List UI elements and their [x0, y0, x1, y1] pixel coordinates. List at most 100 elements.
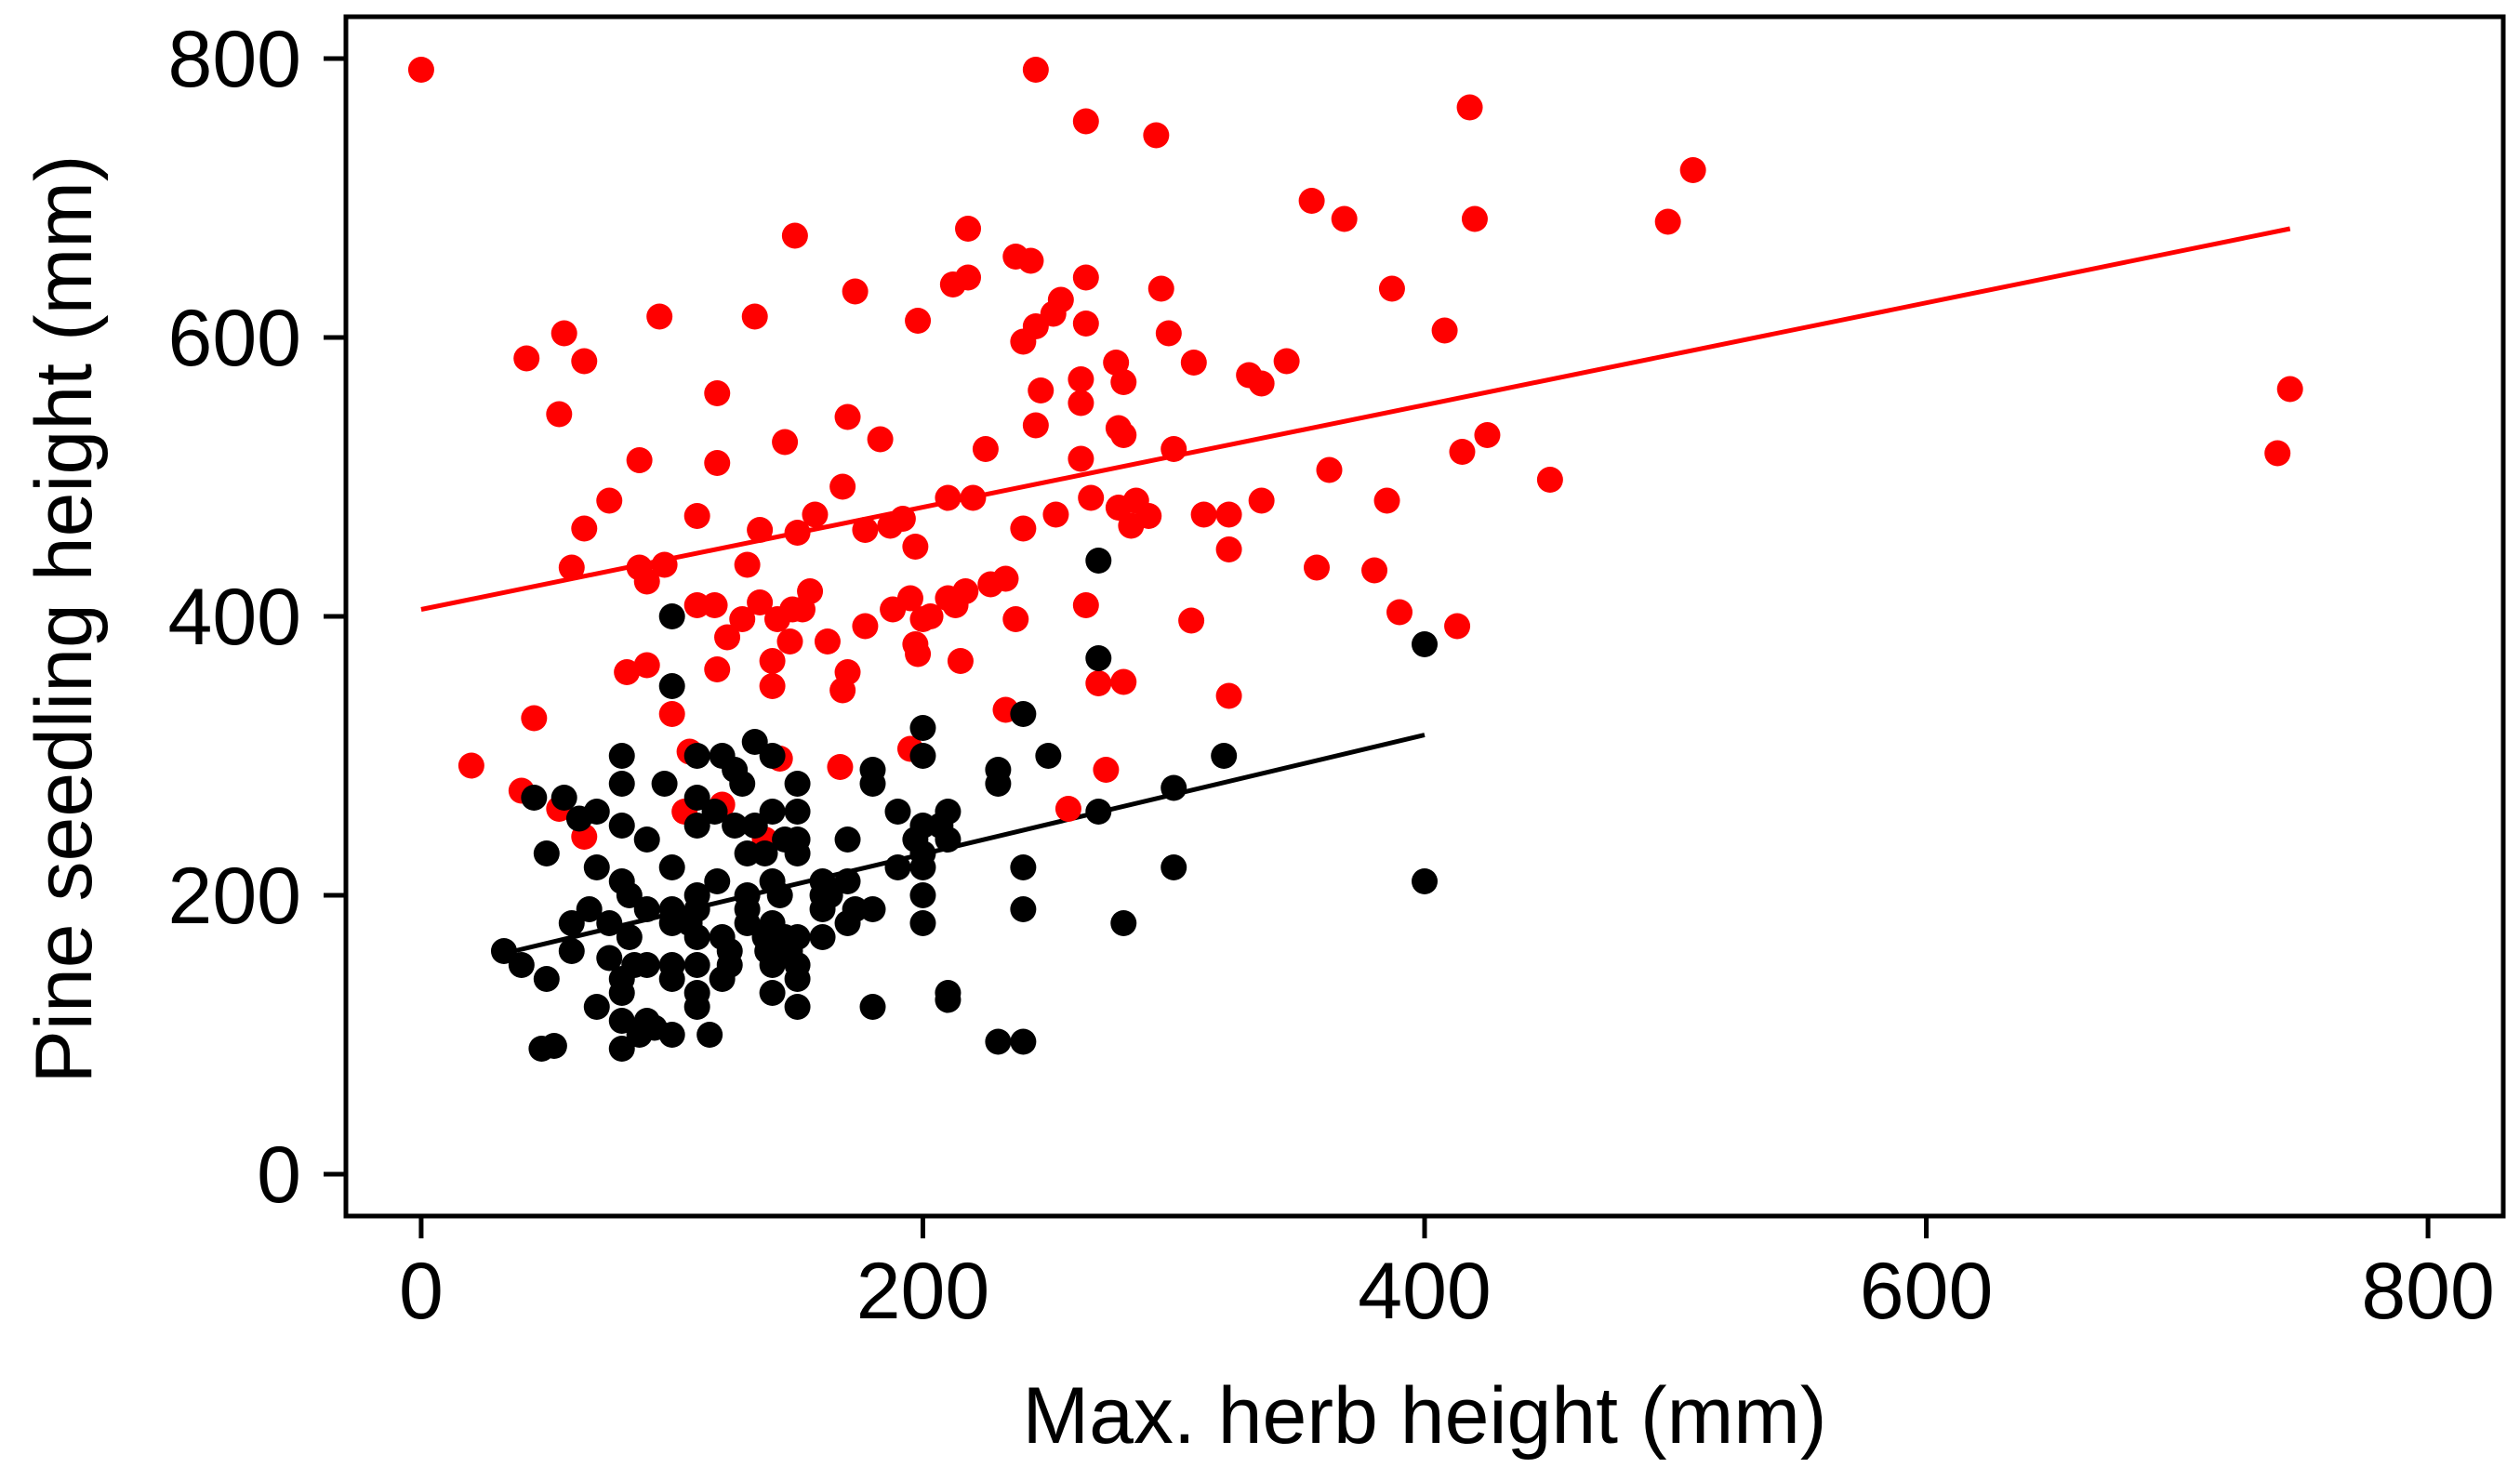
- red-data-point: [596, 487, 623, 514]
- black-data-point: [696, 1022, 723, 1048]
- y-tick-label: 400: [168, 573, 302, 662]
- red-data-point: [614, 659, 641, 685]
- black-data-point: [741, 729, 768, 755]
- black-data-point: [608, 980, 635, 1006]
- black-data-point: [508, 952, 535, 978]
- black-data-point: [909, 882, 936, 908]
- red-data-point: [947, 648, 974, 674]
- red-data-point: [852, 613, 879, 640]
- black-data-point: [633, 896, 660, 922]
- red-data-point: [1378, 275, 1405, 302]
- red-data-point: [1474, 422, 1501, 448]
- black-data-point: [1085, 645, 1112, 671]
- black-data-point: [608, 813, 635, 839]
- black-data-point: [490, 938, 517, 964]
- red-data-point: [1444, 613, 1471, 640]
- black-data-point: [884, 799, 911, 825]
- red-data-point: [729, 606, 756, 632]
- red-data-point: [802, 501, 829, 528]
- black-data-point: [608, 1008, 635, 1034]
- red-data-point: [1028, 377, 1054, 403]
- red-data-point: [1273, 348, 1300, 375]
- red-data-point: [658, 701, 685, 727]
- red-data-point: [1215, 682, 1242, 709]
- red-data-point: [1072, 592, 1099, 618]
- black-data-point: [1161, 854, 1187, 880]
- red-data-point: [1461, 205, 1488, 232]
- black-data-point: [859, 994, 886, 1020]
- x-tick-label: 400: [1358, 1247, 1492, 1336]
- black-data-point: [734, 910, 761, 936]
- red-data-point: [1155, 320, 1182, 347]
- red-data-point: [1386, 599, 1413, 626]
- black-data-point: [576, 896, 603, 922]
- black-data-point: [521, 785, 548, 811]
- black-data-point: [633, 952, 660, 978]
- red-data-point: [1431, 317, 1458, 344]
- black-data-point: [683, 743, 710, 769]
- red-data-point: [955, 216, 982, 242]
- red-data-point: [917, 603, 944, 629]
- black-data-point: [834, 826, 861, 853]
- black-data-point: [1110, 910, 1137, 936]
- red-data-point: [2276, 376, 2303, 403]
- red-data-point: [1331, 205, 1358, 232]
- black-data-point: [909, 854, 936, 880]
- red-data-point: [1178, 607, 1205, 634]
- red-data-point: [834, 659, 861, 685]
- red-data-point: [992, 565, 1019, 592]
- black-data-point: [1010, 854, 1037, 880]
- black-data-point: [935, 799, 962, 825]
- x-tick-label: 800: [2361, 1247, 2495, 1336]
- red-data-point: [1072, 108, 1099, 135]
- x-tick-label: 600: [1860, 1247, 1994, 1336]
- red-data-point: [546, 401, 573, 428]
- red-data-point: [747, 589, 774, 615]
- red-data-point: [1110, 422, 1137, 448]
- black-data-point: [658, 603, 685, 629]
- red-data-point: [1054, 796, 1081, 822]
- red-data-point: [646, 303, 673, 330]
- black-data-point: [583, 854, 610, 880]
- red-data-point: [1190, 501, 1217, 528]
- red-data-point: [741, 303, 768, 330]
- black-data-point: [759, 743, 786, 769]
- red-data-point: [683, 503, 710, 529]
- black-data-point: [809, 924, 836, 950]
- red-data-point: [571, 515, 598, 542]
- black-data-point: [766, 882, 793, 908]
- red-data-point: [1298, 188, 1325, 214]
- black-data-point: [683, 813, 710, 839]
- red-data-point: [814, 628, 841, 655]
- trend-lines: [420, 226, 2291, 954]
- black-data-point: [1010, 896, 1037, 922]
- y-axis-ticks: 0 200 400 600 800: [168, 15, 346, 1220]
- red-data-point: [905, 308, 932, 334]
- black-data-point: [935, 986, 962, 1013]
- red-data-point: [1373, 487, 1400, 514]
- black-data-point: [759, 799, 786, 825]
- black-data-point: [583, 799, 610, 825]
- black-data-point: [909, 743, 936, 769]
- black-data-point: [683, 952, 710, 978]
- x-tick-label: 0: [399, 1247, 444, 1336]
- black-data-point: [596, 945, 623, 972]
- red-data-point: [558, 554, 585, 581]
- black-data-point: [1010, 701, 1037, 727]
- red-data-point: [633, 568, 660, 595]
- red-data-point: [1215, 501, 1242, 528]
- red-data-point: [896, 585, 923, 612]
- red-data-point: [571, 348, 598, 375]
- x-axis-ticks: 0 200 400 600 800: [399, 1216, 2495, 1336]
- red-data-point: [513, 345, 540, 372]
- black-data-point: [558, 910, 585, 936]
- red-data-point: [1161, 436, 1187, 462]
- black-data-point: [859, 896, 886, 922]
- black-data-point: [540, 1033, 567, 1059]
- black-data-point: [784, 840, 811, 866]
- red-data-point: [1143, 122, 1170, 149]
- black-data-point: [716, 952, 743, 978]
- red-data-point: [407, 57, 434, 83]
- red-data-point: [1072, 264, 1099, 291]
- black-data-point: [784, 924, 811, 950]
